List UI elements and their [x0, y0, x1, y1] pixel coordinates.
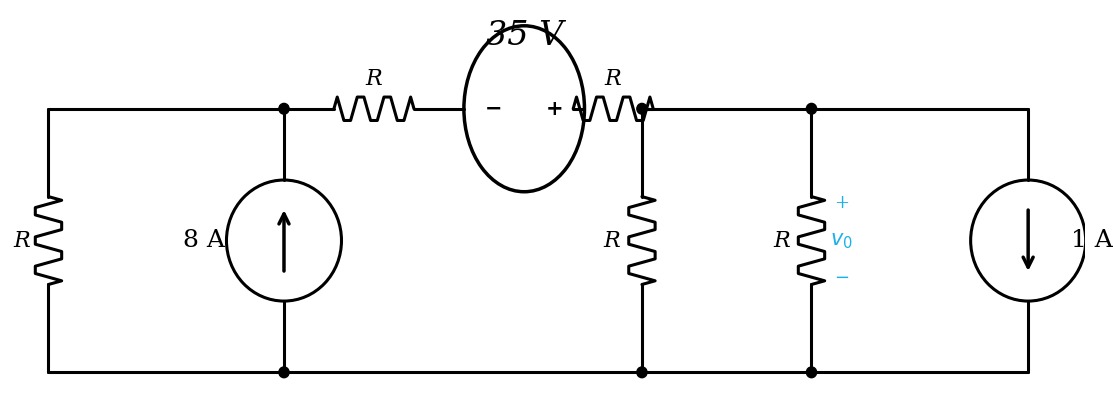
Text: +: +	[545, 99, 563, 119]
Ellipse shape	[807, 367, 817, 378]
Ellipse shape	[637, 104, 647, 114]
Text: 8 A: 8 A	[183, 229, 225, 252]
Text: R: R	[13, 230, 30, 251]
Text: R: R	[604, 69, 621, 91]
Text: −: −	[485, 99, 503, 119]
Text: R: R	[365, 69, 383, 91]
Text: −: −	[834, 269, 849, 287]
Ellipse shape	[637, 367, 647, 378]
Text: 35 V: 35 V	[485, 20, 563, 52]
Text: R: R	[603, 230, 620, 251]
Text: +: +	[834, 195, 849, 212]
Ellipse shape	[279, 367, 289, 378]
Text: R: R	[774, 230, 790, 251]
Text: $v_0$: $v_0$	[830, 231, 853, 251]
Ellipse shape	[807, 104, 817, 114]
Ellipse shape	[279, 104, 289, 114]
Text: 1 A: 1 A	[1072, 229, 1113, 252]
